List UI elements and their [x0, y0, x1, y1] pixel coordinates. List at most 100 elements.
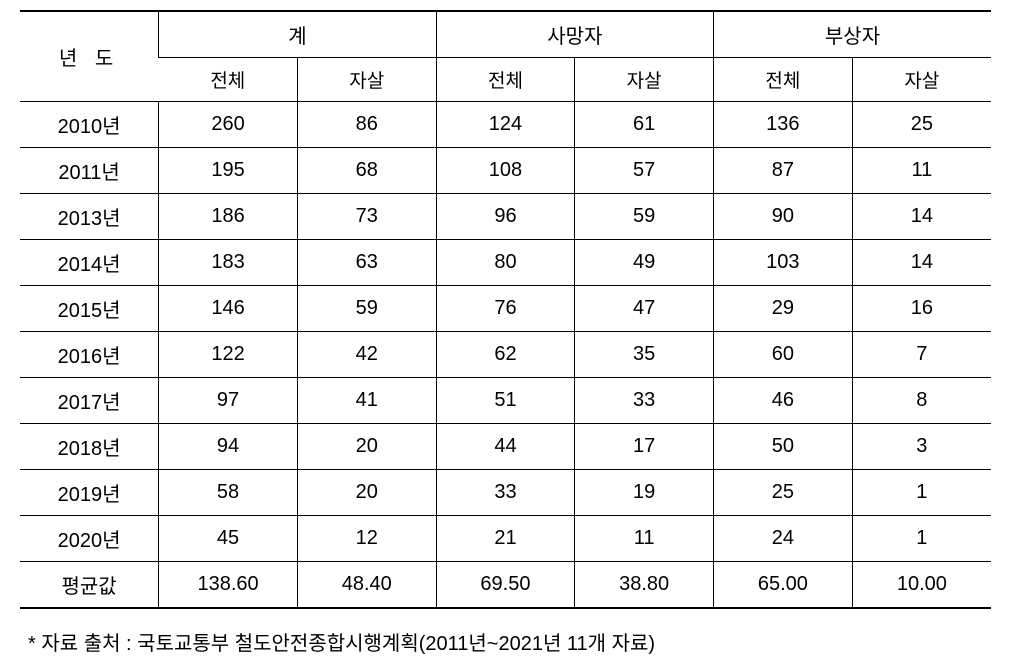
table-cell-death_suicide: 47	[575, 286, 714, 332]
table-cell-total_suicide: 41	[297, 378, 436, 424]
table-row: 2019년58203319251	[20, 470, 991, 516]
table-cell-injury_all: 29	[714, 286, 853, 332]
header-year: 년 도	[20, 11, 159, 102]
table-cell-death_all: 33	[436, 470, 575, 516]
table-cell-injury_all: 25	[714, 470, 853, 516]
table-cell-total_suicide: 59	[297, 286, 436, 332]
casualty-data-table: 년 도 계 사망자 부상자 전체 자살 전체 자살 전체 자살 2010년260…	[20, 10, 991, 609]
table-row: 2018년94204417503	[20, 424, 991, 470]
table-cell-total_all: 138.60	[159, 562, 298, 609]
table-cell-total_all: 183	[159, 240, 298, 286]
table-cell-death_all: 69.50	[436, 562, 575, 609]
table-cell-total_all: 146	[159, 286, 298, 332]
table-cell-year: 2013년	[20, 194, 159, 240]
table-cell-total_suicide: 63	[297, 240, 436, 286]
table-cell-year: 평균값	[20, 562, 159, 609]
table-cell-injury_all: 24	[714, 516, 853, 562]
subheader-injury-suicide: 자살	[852, 58, 991, 102]
table-cell-death_all: 80	[436, 240, 575, 286]
table-cell-injury_suicide: 14	[852, 240, 991, 286]
table-cell-death_all: 62	[436, 332, 575, 378]
table-cell-total_all: 58	[159, 470, 298, 516]
table-row: 2014년18363804910314	[20, 240, 991, 286]
table-cell-injury_all: 60	[714, 332, 853, 378]
table-cell-death_suicide: 17	[575, 424, 714, 470]
table-cell-total_suicide: 73	[297, 194, 436, 240]
table-cell-total_suicide: 42	[297, 332, 436, 378]
table-cell-injury_all: 136	[714, 102, 853, 148]
header-injuries: 부상자	[714, 11, 991, 58]
table-cell-death_suicide: 49	[575, 240, 714, 286]
table-cell-year: 2017년	[20, 378, 159, 424]
table-cell-death_suicide: 33	[575, 378, 714, 424]
table-cell-injury_suicide: 10.00	[852, 562, 991, 609]
table-cell-death_suicide: 59	[575, 194, 714, 240]
subheader-injury-all: 전체	[714, 58, 853, 102]
subheader-death-all: 전체	[436, 58, 575, 102]
table-cell-injury_suicide: 14	[852, 194, 991, 240]
table-cell-total_suicide: 48.40	[297, 562, 436, 609]
table-cell-injury_all: 103	[714, 240, 853, 286]
table-header: 년 도 계 사망자 부상자 전체 자살 전체 자살 전체 자살	[20, 11, 991, 102]
subheader-death-suicide: 자살	[575, 58, 714, 102]
table-cell-injury_suicide: 25	[852, 102, 991, 148]
table-cell-year: 2010년	[20, 102, 159, 148]
table-cell-year: 2018년	[20, 424, 159, 470]
table-cell-death_all: 44	[436, 424, 575, 470]
subheader-total-all: 전체	[159, 58, 298, 102]
table-cell-total_suicide: 12	[297, 516, 436, 562]
subheader-total-suicide: 자살	[297, 58, 436, 102]
table-cell-total_all: 97	[159, 378, 298, 424]
table-row: 2016년122426235607	[20, 332, 991, 378]
table-cell-total_all: 94	[159, 424, 298, 470]
footnote-text: * 자료 출처 : 국토교통부 철도안전종합시행계획(2011년~2021년 1…	[20, 627, 991, 656]
table-cell-death_suicide: 38.80	[575, 562, 714, 609]
table-cell-injury_suicide: 8	[852, 378, 991, 424]
table-cell-death_suicide: 61	[575, 102, 714, 148]
table-row: 2015년1465976472916	[20, 286, 991, 332]
table-cell-death_suicide: 57	[575, 148, 714, 194]
table-cell-injury_all: 46	[714, 378, 853, 424]
table-cell-total_all: 186	[159, 194, 298, 240]
table-cell-injury_suicide: 11	[852, 148, 991, 194]
table-row: 평균값138.6048.4069.5038.8065.0010.00	[20, 562, 991, 609]
table-cell-injury_all: 65.00	[714, 562, 853, 609]
table-cell-total_all: 260	[159, 102, 298, 148]
table-cell-injury_all: 90	[714, 194, 853, 240]
header-row-2: 전체 자살 전체 자살 전체 자살	[20, 58, 991, 102]
header-total: 계	[159, 11, 436, 58]
table-row: 2011년19568108578711	[20, 148, 991, 194]
table-row: 2013년1867396599014	[20, 194, 991, 240]
table-cell-injury_suicide: 1	[852, 516, 991, 562]
table-body: 2010년2608612461136252011년195681085787112…	[20, 102, 991, 609]
table-cell-injury_suicide: 1	[852, 470, 991, 516]
table-cell-death_all: 21	[436, 516, 575, 562]
table-cell-total_suicide: 68	[297, 148, 436, 194]
table-cell-total_suicide: 86	[297, 102, 436, 148]
table-cell-death_all: 96	[436, 194, 575, 240]
header-row-1: 년 도 계 사망자 부상자	[20, 11, 991, 58]
table-cell-death_all: 108	[436, 148, 575, 194]
table-cell-total_all: 195	[159, 148, 298, 194]
table-cell-death_suicide: 19	[575, 470, 714, 516]
table-cell-injury_all: 87	[714, 148, 853, 194]
table-cell-injury_suicide: 7	[852, 332, 991, 378]
table-cell-total_suicide: 20	[297, 470, 436, 516]
table-cell-year: 2011년	[20, 148, 159, 194]
table-row: 2010년260861246113625	[20, 102, 991, 148]
table-cell-death_all: 51	[436, 378, 575, 424]
table-cell-year: 2015년	[20, 286, 159, 332]
table-cell-total_all: 122	[159, 332, 298, 378]
table-cell-total_suicide: 20	[297, 424, 436, 470]
table-cell-year: 2014년	[20, 240, 159, 286]
table-cell-year: 2019년	[20, 470, 159, 516]
table-row: 2020년45122111241	[20, 516, 991, 562]
table-cell-year: 2016년	[20, 332, 159, 378]
header-deaths: 사망자	[436, 11, 713, 58]
table-row: 2017년97415133468	[20, 378, 991, 424]
table-cell-injury_suicide: 16	[852, 286, 991, 332]
table-cell-injury_suicide: 3	[852, 424, 991, 470]
table-cell-injury_all: 50	[714, 424, 853, 470]
table-cell-total_all: 45	[159, 516, 298, 562]
table-cell-death_suicide: 11	[575, 516, 714, 562]
